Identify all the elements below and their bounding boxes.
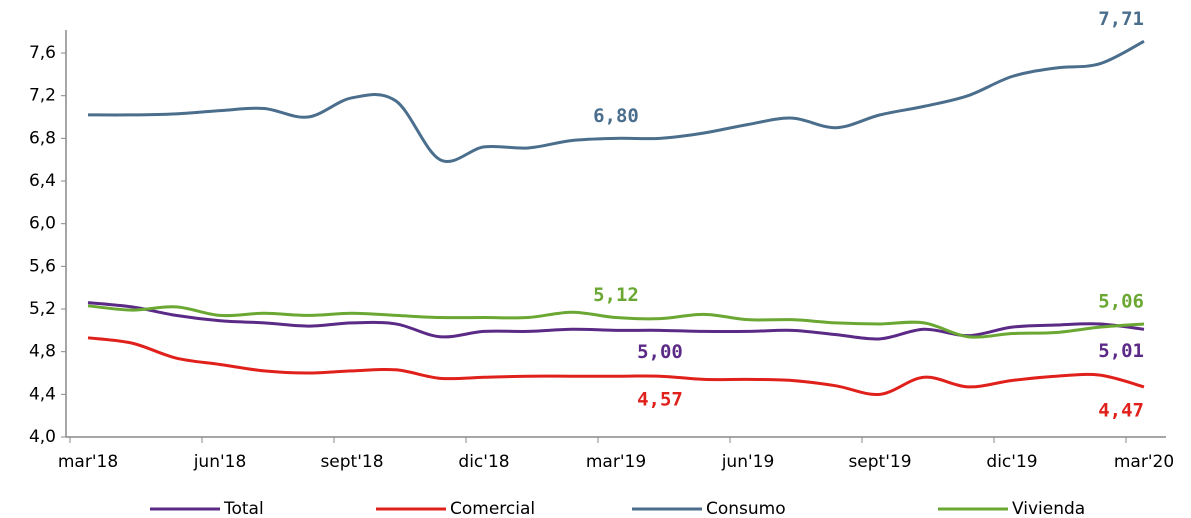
y-tick-label: 4,0 — [29, 427, 56, 447]
y-tick-label: 7,6 — [29, 43, 56, 63]
value-label: 5,00 — [637, 341, 683, 363]
series-line — [87, 301, 1145, 341]
value-label: 5,12 — [593, 284, 639, 306]
x-tick-label: sept'18 — [320, 452, 383, 472]
x-tick-label: dic'18 — [458, 452, 509, 472]
x-tick-label: dic'19 — [986, 452, 1037, 472]
x-tick-label: jun'18 — [193, 452, 247, 472]
legend-label: Consumo — [706, 499, 786, 518]
y-tick-label: 4,8 — [29, 342, 56, 362]
y-tick-label: 6,0 — [29, 214, 56, 234]
x-tick-label: sept'19 — [848, 452, 911, 472]
value-label: 6,80 — [593, 105, 639, 127]
series-line — [87, 304, 1145, 339]
x-tick-label: jun'19 — [721, 452, 775, 472]
value-label: 4,57 — [637, 389, 683, 411]
series-line — [87, 336, 1145, 396]
x-tick-label: mar'20 — [1114, 452, 1174, 472]
series-line — [87, 39, 1145, 163]
x-tick-label: mar'18 — [58, 452, 118, 472]
value-label: 7,71 — [1098, 8, 1144, 30]
legend-label: Total — [223, 499, 264, 518]
legend-label: Comercial — [450, 499, 535, 518]
value-label: 5,01 — [1098, 340, 1144, 362]
y-tick-label: 4,4 — [29, 384, 56, 404]
x-tick-label: mar'19 — [586, 452, 646, 472]
legend-label: Vivienda — [1012, 499, 1085, 518]
y-tick-label: 5,6 — [29, 256, 56, 276]
value-label: 4,47 — [1098, 399, 1144, 421]
y-tick-label: 5,2 — [29, 299, 56, 319]
y-tick-label: 6,8 — [29, 128, 56, 148]
value-label: 5,06 — [1098, 290, 1144, 312]
y-tick-label: 6,4 — [29, 171, 56, 191]
y-tick-label: 7,2 — [29, 86, 56, 106]
